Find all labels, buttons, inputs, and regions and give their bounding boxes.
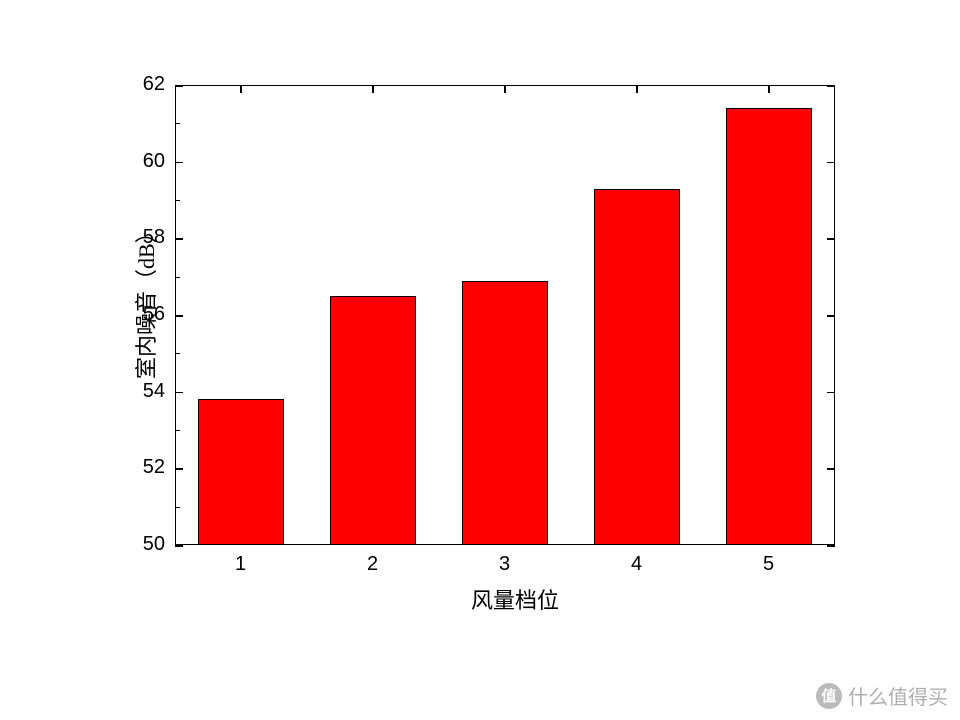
x-tick-label: 5 <box>763 553 774 576</box>
y-tick-label: 52 <box>143 456 165 479</box>
y-tick-right <box>827 315 835 317</box>
x-tick-label: 2 <box>367 553 378 576</box>
bar <box>594 189 680 546</box>
x-tick-label: 4 <box>631 553 642 576</box>
y-tick <box>175 162 183 164</box>
x-tick-top <box>504 85 506 93</box>
y-tick-label: 58 <box>143 226 165 249</box>
x-axis-label: 风量档位 <box>455 583 575 615</box>
y-tick-right <box>827 238 835 240</box>
y-tick-label: 62 <box>143 73 165 96</box>
y-minor-tick <box>175 430 180 431</box>
y-tick <box>175 468 183 470</box>
y-tick-right <box>827 162 835 164</box>
y-tick-right <box>827 468 835 470</box>
y-minor-tick <box>175 200 180 201</box>
x-tick-label: 3 <box>499 553 510 576</box>
x-tick-top <box>240 85 242 93</box>
bar <box>462 281 548 546</box>
x-tick-label: 1 <box>235 553 246 576</box>
bar <box>330 296 416 545</box>
x-tick-top <box>372 85 374 93</box>
y-tick-label: 56 <box>143 303 165 326</box>
watermark: 值 什么值得买 <box>816 681 948 710</box>
y-tick <box>175 545 183 547</box>
chart-container: 室内噪音（dB） 风量档位 50525456586062 12345 <box>0 0 960 720</box>
y-tick-label: 54 <box>143 380 165 403</box>
y-tick-right <box>827 545 835 547</box>
y-tick-label: 60 <box>143 150 165 173</box>
y-minor-tick <box>175 277 180 278</box>
x-tick-top <box>636 85 638 93</box>
watermark-badge-icon: 值 <box>816 683 842 709</box>
y-minor-tick <box>175 353 180 354</box>
y-tick <box>175 392 183 394</box>
watermark-text: 什么值得买 <box>848 681 948 710</box>
y-tick <box>175 238 183 240</box>
y-tick-right <box>827 85 835 87</box>
y-tick <box>175 85 183 87</box>
y-tick <box>175 315 183 317</box>
y-minor-tick <box>175 123 180 124</box>
y-tick-right <box>827 392 835 394</box>
y-tick-label: 50 <box>143 533 165 556</box>
bar <box>198 399 284 545</box>
bar <box>726 108 812 545</box>
y-minor-tick <box>175 507 180 508</box>
x-tick-top <box>768 85 770 93</box>
